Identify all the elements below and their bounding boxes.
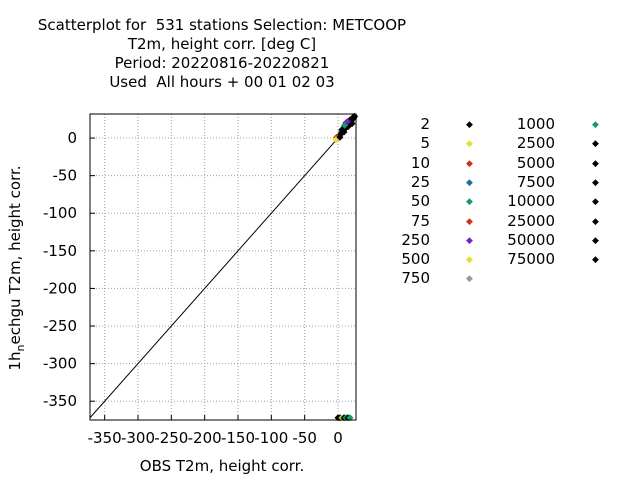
grid	[90, 114, 356, 420]
y-tick-label: -300	[43, 355, 77, 373]
x-tick-label: 0	[333, 429, 343, 447]
chart-title: Scatterplot for 531 stations Selection: …	[0, 16, 444, 92]
data-point	[343, 118, 351, 126]
x-tick-label: -250	[154, 429, 188, 447]
y-tick-label: 0	[67, 129, 77, 147]
x-axis-ticks: -350 -300 -250 -200 -150 -100 -50 0	[88, 415, 343, 447]
x-tick-label: -150	[221, 429, 255, 447]
data-point	[340, 128, 348, 136]
x-tick-label: -50	[292, 429, 317, 447]
data-point	[346, 414, 354, 422]
data-point	[336, 133, 344, 141]
title-line-1: Scatterplot for 531 stations Selection: …	[37, 16, 407, 34]
data-point	[349, 113, 357, 121]
y-axis-ticks: 0 -50 -100 -150 -200 -250 -300 -350	[43, 129, 95, 410]
title-line-4: Used All hours + 00 01 02 03	[109, 73, 335, 91]
y-axis-label-sub: n	[14, 345, 27, 352]
x-tick-label: -100	[254, 429, 288, 447]
title-line-3: Period: 20220816-20220821	[114, 54, 330, 72]
y-tick-label: -250	[43, 317, 77, 335]
y-axis-label-main: 1h	[6, 352, 24, 371]
y-tick-label: -150	[43, 242, 77, 260]
plot-frame	[89, 113, 357, 421]
y-axis-label: 1hnechgu T2m, height corr.	[6, 165, 27, 370]
x-tick-label: -300	[121, 429, 155, 447]
title-line-2: T2m, height corr. [deg C]	[127, 35, 317, 53]
x-axis-label: OBS T2m, height corr.	[140, 457, 304, 475]
y-axis-label-rest: echgu T2m, height corr.	[6, 165, 24, 344]
y-tick-label: -350	[43, 392, 77, 410]
y-tick-label: -50	[53, 167, 78, 185]
data-points	[332, 112, 359, 422]
x-tick-label: -350	[88, 429, 122, 447]
x-tick-label: -200	[188, 429, 222, 447]
identity-line	[89, 117, 357, 419]
y-tick-label: -200	[43, 279, 77, 297]
y-tick-label: -100	[43, 204, 77, 222]
